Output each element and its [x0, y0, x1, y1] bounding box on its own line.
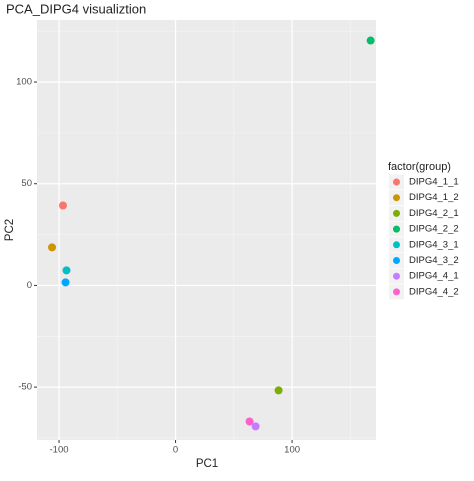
chart-title: PCA_DIPG4 visualiztion [6, 1, 146, 16]
x-tick-label: 0 [173, 445, 178, 456]
legend-swatch [393, 288, 400, 296]
legend-swatch [393, 257, 400, 264]
y-tick-label: 50 [21, 178, 32, 189]
point [61, 278, 70, 287]
y-axis-label: PC2 [4, 219, 16, 241]
y-tick-label: 100 [16, 77, 32, 88]
point [366, 36, 375, 45]
legend-swatch [393, 178, 400, 186]
legend-swatch [393, 194, 400, 202]
legend-title: factor(group) [388, 161, 451, 173]
x-tick-label: -100 [50, 445, 69, 456]
point [251, 422, 260, 431]
legend-swatch [393, 225, 400, 233]
legend-label: DIPG4_2_2 [409, 224, 459, 235]
legend-swatch [393, 209, 400, 217]
point [62, 266, 71, 275]
point [48, 243, 57, 252]
plot-panel [37, 20, 376, 440]
legend-label: DIPG4_4_2 [409, 286, 459, 297]
point [274, 386, 283, 395]
legend-label: DIPG4_3_2 [409, 255, 459, 266]
point [245, 417, 254, 426]
legend-swatch [393, 241, 400, 249]
legend-label: DIPG4_4_1 [409, 271, 459, 282]
x-axis-label: PC1 [196, 458, 218, 470]
legend-label: DIPG4_1_2 [409, 192, 459, 203]
y-tick-label: 0 [27, 280, 32, 291]
legend-swatch [393, 272, 400, 280]
legend-label: DIPG4_1_1 [409, 177, 459, 188]
x-tick-label: 100 [284, 445, 300, 456]
legend-label: DIPG4_3_1 [409, 239, 459, 250]
point [58, 201, 67, 210]
legend-label: DIPG4_2_1 [409, 208, 459, 219]
y-tick-label: -50 [18, 382, 32, 393]
